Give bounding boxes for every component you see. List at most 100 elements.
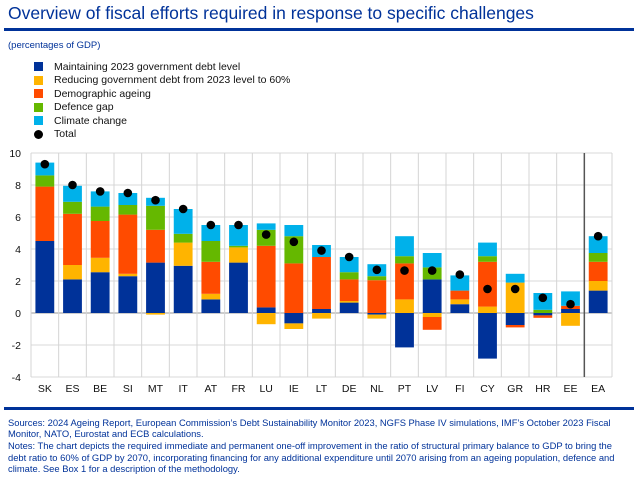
- chart-subtitle: (percentages of GDP): [8, 40, 101, 51]
- x-tick-label: CY: [480, 383, 495, 395]
- bar-segment-be-1: [90, 257, 110, 273]
- bar-segment-fi-4: [450, 275, 470, 291]
- total-dot-it: [178, 204, 188, 214]
- x-tick-label: IE: [289, 383, 299, 395]
- bar-segment-be-2: [90, 221, 110, 258]
- bar-segment-mt-3: [146, 205, 165, 230]
- bar-segment-cy-3: [478, 256, 497, 262]
- bar-segment-ie-1: [284, 323, 304, 329]
- bar-segment-mt-0: [146, 262, 165, 313]
- bar-segment-be-0: [90, 272, 110, 313]
- legend-swatch-green: [34, 102, 43, 112]
- bar-segment-hr-2: [533, 315, 553, 318]
- bar-segment-pt-0: [395, 313, 414, 348]
- bar-segment-lt-0: [312, 309, 331, 313]
- bar-segment-nl-0: [367, 313, 387, 315]
- x-tick-label: BE: [93, 383, 107, 395]
- total-dot-ea: [593, 231, 603, 241]
- bar-segment-de-3: [339, 272, 359, 280]
- bar-segment-si-4: [118, 193, 138, 205]
- total-dot-cy: [483, 284, 492, 294]
- x-tick-label: LT: [316, 383, 328, 395]
- total-dot-lu: [261, 230, 271, 239]
- bar-segment-de-2: [339, 279, 359, 301]
- bar-segment-cy-2: [478, 261, 497, 307]
- total-dot-sk: [40, 159, 50, 169]
- bar-segment-ee-0: [561, 309, 580, 313]
- bar-segment-sk-4: [35, 162, 55, 176]
- legend-label: Climate change: [54, 114, 127, 127]
- bar-segment-nl-1: [367, 314, 387, 319]
- bar-segment-sk-3: [35, 175, 55, 187]
- y-tick-label: 6: [15, 212, 21, 224]
- x-tick-label: FI: [455, 383, 464, 395]
- total-dot-es: [68, 180, 77, 190]
- bar-segment-lu-2: [256, 245, 276, 308]
- bar-segment-fr-0: [229, 262, 248, 313]
- y-tick-label: 4: [15, 244, 21, 256]
- legend-dot-icon: [34, 129, 43, 139]
- y-tick-label: -4: [12, 372, 21, 384]
- bar-segment-it-3: [173, 233, 193, 243]
- total-dot-ie: [289, 237, 299, 247]
- x-tick-label: EE: [563, 383, 577, 395]
- total-dot-fi: [455, 270, 465, 279]
- bar-segment-lu-0: [256, 307, 276, 313]
- bar-segment-gr-1: [505, 282, 525, 313]
- bar-segment-ie-3: [284, 236, 304, 264]
- x-tick-label: AT: [205, 383, 218, 395]
- total-dot-gr: [510, 284, 520, 294]
- bar-segment-sk-0: [35, 241, 55, 313]
- bar-segment-ea-0: [588, 290, 608, 313]
- y-tick-label: 8: [15, 180, 21, 192]
- notes-text: Notes: The chart depicts the required im…: [8, 440, 615, 474]
- x-tick-label: NL: [370, 383, 384, 395]
- y-tick-label: 2: [15, 276, 21, 288]
- bar-segment-de-0: [339, 302, 359, 313]
- bar-segment-ee-4: [561, 291, 580, 306]
- x-tick-label: LU: [259, 383, 272, 395]
- bar-segment-cy-1: [478, 306, 497, 313]
- bar-segment-cy-0: [478, 313, 497, 359]
- bar-segment-at-2: [201, 261, 221, 294]
- bar-segment-pt-1: [395, 299, 414, 313]
- x-tick-labels: SK ES BE SI MT IT AT FR LU IE LT DE NL PT LV FI CY GR HR EE…: [38, 383, 605, 395]
- total-dot-ee: [566, 299, 575, 309]
- bar-segment-pt-4: [395, 236, 414, 257]
- legend-swatch-yellow: [34, 75, 43, 85]
- y-tick-labels: 10 8 6 4 2 0 -2 -4: [9, 148, 21, 384]
- bar-segment-pt-2: [395, 263, 414, 300]
- total-dot-nl: [372, 265, 382, 275]
- bar-segment-es-1: [63, 265, 82, 280]
- legend-item-maintaining-debt: Maintaining 2023 government debt level: [34, 60, 290, 74]
- bar-segment-at-3: [201, 241, 221, 262]
- bar-segment-lt-2: [312, 257, 331, 309]
- bar-segment-nl-2: [367, 280, 387, 313]
- bar-segment-si-0: [118, 276, 138, 313]
- total-dot-lt: [317, 246, 326, 255]
- total-dot-si: [123, 188, 133, 198]
- x-tick-label: LV: [426, 383, 438, 395]
- legend-label: Demographic ageing: [54, 87, 151, 100]
- legend-label: Total: [54, 128, 77, 141]
- y-tick-label: -2: [12, 340, 21, 352]
- bar-segment-ea-4: [588, 236, 608, 253]
- title-rule: [4, 28, 634, 31]
- bar-segment-pt-3: [395, 256, 414, 264]
- bars: [35, 162, 608, 359]
- total-dot-mt: [151, 195, 160, 205]
- bar-segment-fr-3: [229, 245, 248, 248]
- legend-label: Defence gap: [54, 101, 114, 114]
- bar-segment-gr-0: [505, 313, 525, 325]
- bar-segment-cy-4: [478, 242, 497, 257]
- total-dot-pt: [400, 266, 409, 275]
- bar-segment-hr-3: [533, 309, 553, 313]
- x-tick-label: ES: [65, 383, 79, 395]
- bar-segment-lv-2: [422, 317, 442, 330]
- bar-segment-fr-4: [229, 225, 248, 246]
- x-tick-label: GR: [507, 383, 523, 395]
- bar-segment-gr-2: [505, 325, 525, 328]
- bar-segment-de-1: [339, 301, 359, 303]
- bar-segment-es-2: [63, 213, 82, 265]
- bar-segment-fr-1: [229, 247, 248, 263]
